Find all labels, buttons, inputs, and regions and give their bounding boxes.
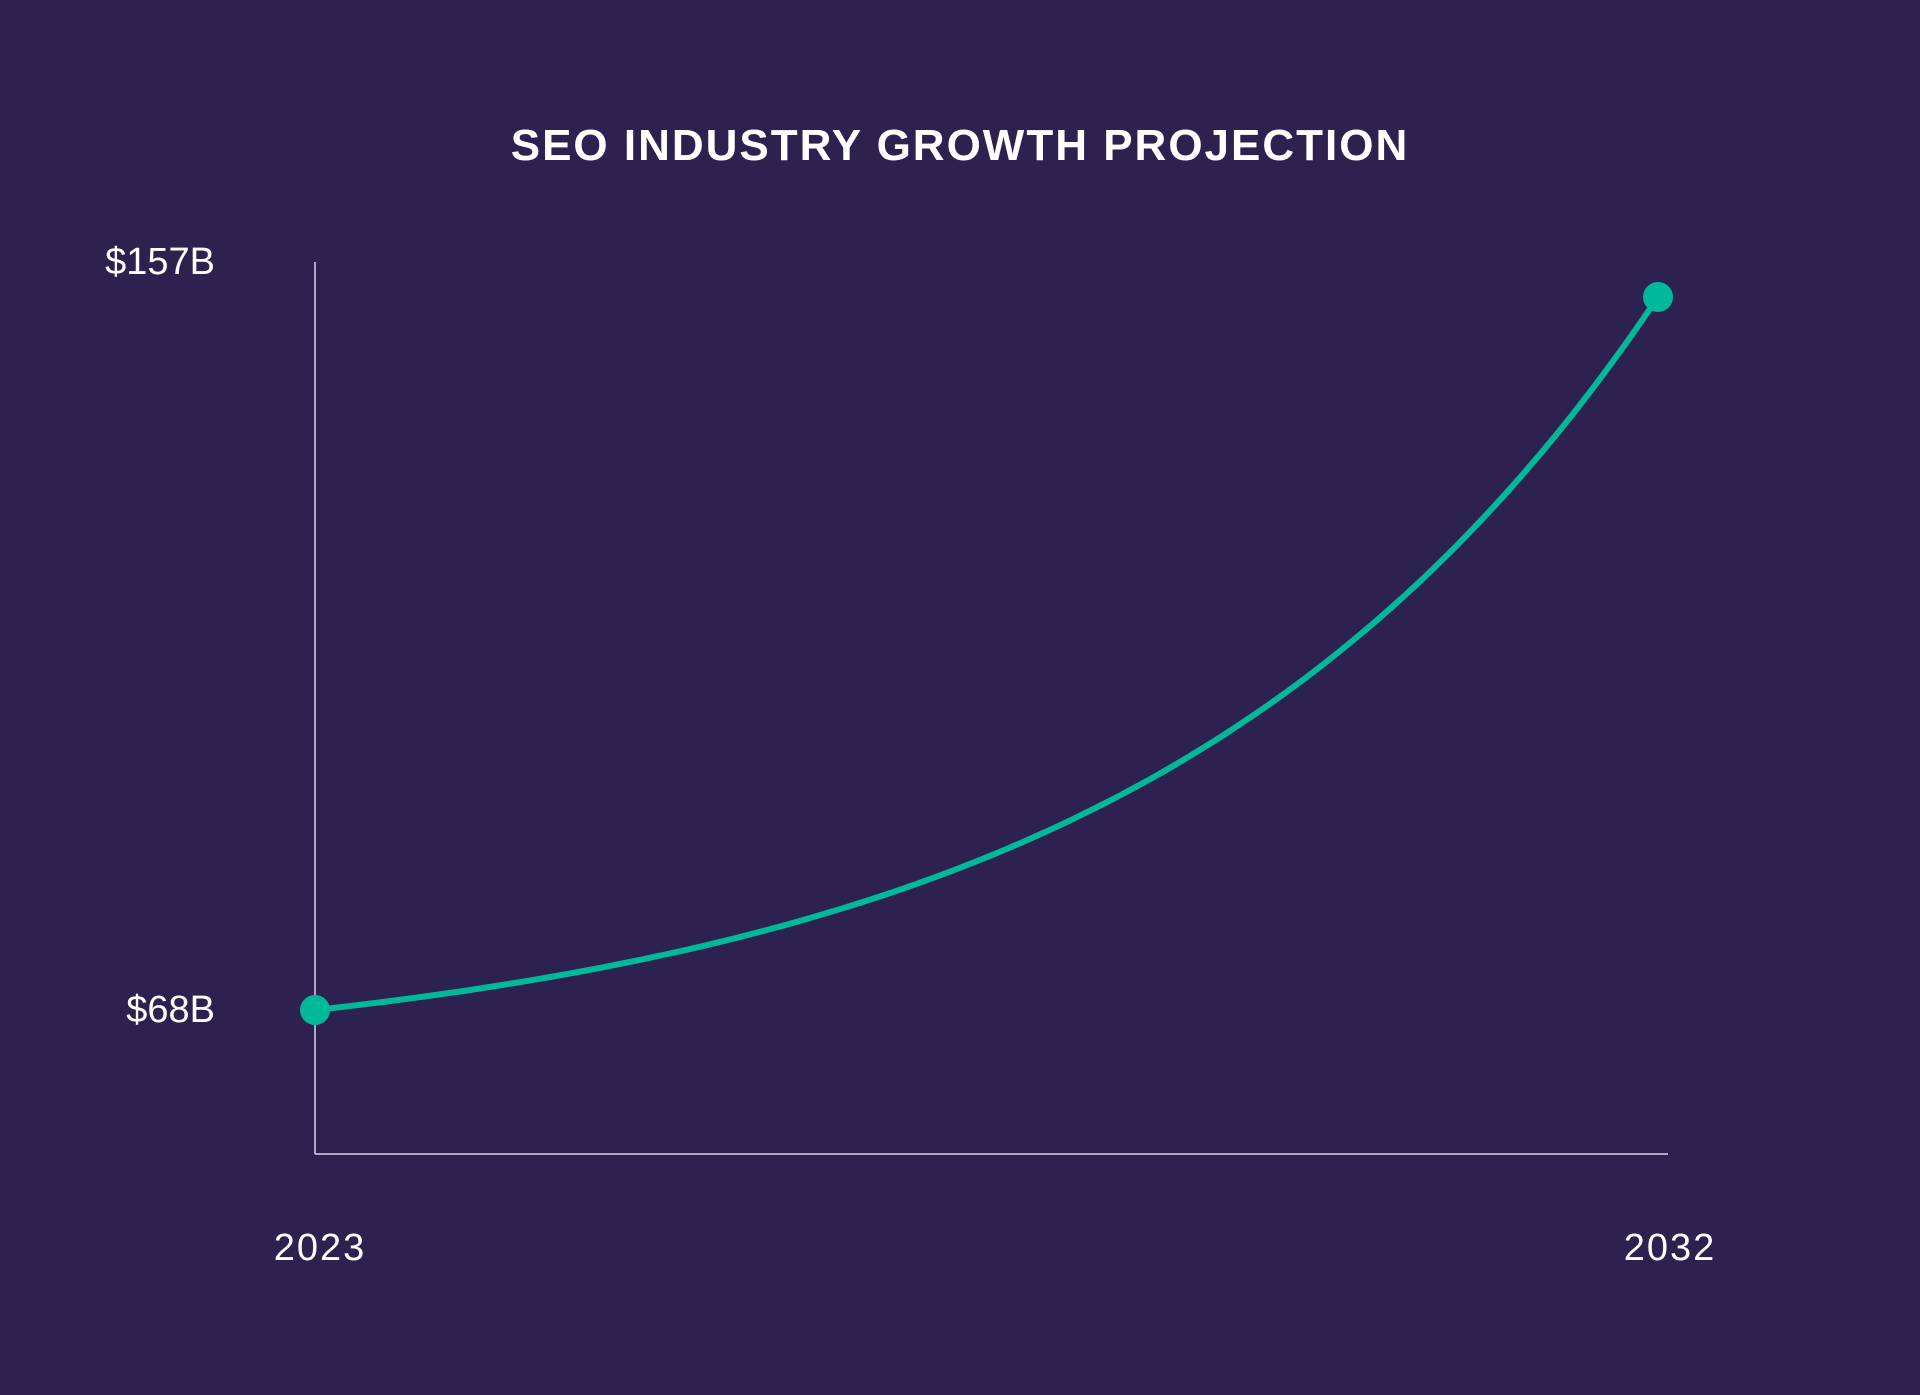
y-tick-label-top: $157B [105,241,215,283]
x-tick-label-start: 2023 [273,1227,367,1269]
y-tick-label-bottom: $68B [126,989,215,1031]
data-point-start [300,995,330,1025]
chart-title: SEO INDUSTRY GROWTH PROJECTION [510,121,1410,170]
x-tick-label-end: 2032 [1623,1227,1717,1269]
data-point-end [1643,282,1673,312]
series-line [312,294,1661,1013]
